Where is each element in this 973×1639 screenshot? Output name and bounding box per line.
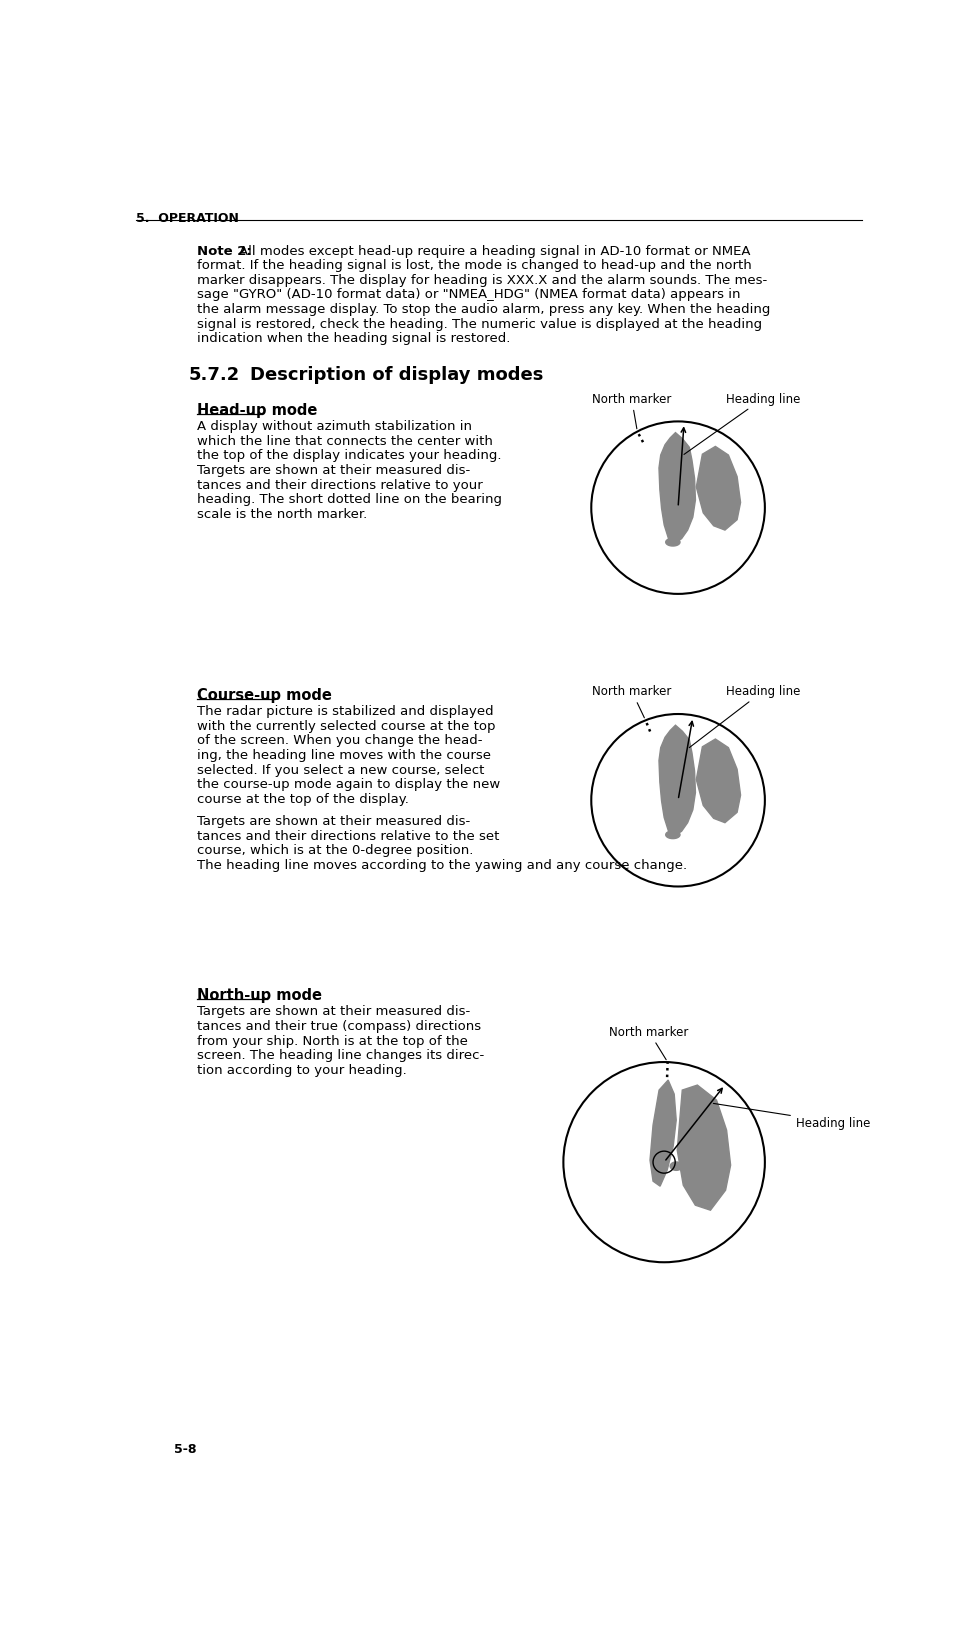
Text: ing, the heading line moves with the course: ing, the heading line moves with the cou… — [197, 749, 490, 762]
Polygon shape — [681, 493, 691, 500]
Text: course at the top of the display.: course at the top of the display. — [197, 792, 409, 805]
Text: Targets are shown at their measured dis-: Targets are shown at their measured dis- — [197, 815, 470, 828]
Text: 5.7.2: 5.7.2 — [189, 365, 240, 384]
Text: Note 2:: Note 2: — [197, 244, 252, 257]
Polygon shape — [659, 433, 696, 544]
Text: The heading line moves according to the yawing and any course change.: The heading line moves according to the … — [197, 859, 687, 872]
Text: sage "GYRO" (AD-10 format data) or "NMEA_HDG" (NMEA format data) appears in: sage "GYRO" (AD-10 format data) or "NMEA… — [197, 288, 740, 302]
Text: North marker: North marker — [592, 685, 671, 718]
Polygon shape — [670, 1162, 682, 1170]
Text: the course-up mode again to display the new: the course-up mode again to display the … — [197, 777, 500, 790]
Text: tion according to your heading.: tion according to your heading. — [197, 1064, 407, 1077]
Polygon shape — [666, 539, 680, 547]
Text: A display without azimuth stabilization in: A display without azimuth stabilization … — [197, 420, 472, 433]
Text: Heading line: Heading line — [689, 685, 801, 747]
Text: tances and their directions relative to your: tances and their directions relative to … — [197, 479, 483, 492]
Text: screen. The heading line changes its direc-: screen. The heading line changes its dir… — [197, 1049, 484, 1062]
Text: which the line that connects the center with: which the line that connects the center … — [197, 434, 492, 447]
Text: The radar picture is stabilized and displayed: The radar picture is stabilized and disp… — [197, 705, 493, 718]
Text: the alarm message display. To stop the audio alarm, press any key. When the head: the alarm message display. To stop the a… — [197, 303, 771, 316]
Text: heading. The short dotted line on the bearing: heading. The short dotted line on the be… — [197, 493, 502, 506]
Text: the top of the display indicates your heading.: the top of the display indicates your he… — [197, 449, 501, 462]
Text: of the screen. When you change the head-: of the screen. When you change the head- — [197, 734, 483, 747]
Polygon shape — [677, 1085, 731, 1211]
Text: selected. If you select a new course, select: selected. If you select a new course, se… — [197, 764, 485, 775]
Text: course, which is at the 0-degree position.: course, which is at the 0-degree positio… — [197, 844, 473, 857]
Circle shape — [592, 715, 765, 887]
Polygon shape — [659, 726, 696, 836]
Text: with the currently selected course at the top: with the currently selected course at th… — [197, 720, 495, 733]
Text: tances and their true (compass) directions: tances and their true (compass) directio… — [197, 1019, 481, 1033]
Text: 5.  OPERATION: 5. OPERATION — [135, 211, 238, 225]
Text: Heading line: Heading line — [713, 1103, 870, 1129]
Text: Head-up mode: Head-up mode — [197, 403, 317, 418]
Text: format. If the heading signal is lost, the mode is changed to head-up and the no: format. If the heading signal is lost, t… — [197, 259, 751, 272]
Text: Targets are shown at their measured dis-: Targets are shown at their measured dis- — [197, 464, 470, 477]
Text: North-up mode: North-up mode — [197, 988, 322, 1003]
Text: Description of display modes: Description of display modes — [249, 365, 543, 384]
Text: Targets are shown at their measured dis-: Targets are shown at their measured dis- — [197, 1005, 470, 1018]
Text: 5-8: 5-8 — [173, 1442, 196, 1455]
Text: Heading line: Heading line — [684, 393, 801, 456]
Polygon shape — [697, 447, 740, 531]
Text: North marker: North marker — [592, 393, 671, 429]
Text: scale is the north marker.: scale is the north marker. — [197, 508, 367, 521]
Text: North marker: North marker — [609, 1024, 688, 1060]
Circle shape — [592, 423, 765, 595]
Text: signal is restored, check the heading. The numeric value is displayed at the hea: signal is restored, check the heading. T… — [197, 318, 762, 331]
Text: indication when the heading signal is restored.: indication when the heading signal is re… — [197, 333, 510, 346]
Text: Course-up mode: Course-up mode — [197, 688, 332, 703]
Text: marker disappears. The display for heading is XXX.X and the alarm sounds. The me: marker disappears. The display for headi… — [197, 274, 767, 287]
Text: All modes except head-up require a heading signal in AD-10 format or NMEA: All modes except head-up require a headi… — [239, 244, 751, 257]
Polygon shape — [697, 739, 740, 823]
Text: from your ship. North is at the top of the: from your ship. North is at the top of t… — [197, 1034, 468, 1047]
Polygon shape — [681, 787, 691, 793]
Polygon shape — [650, 1080, 676, 1187]
Text: tances and their directions relative to the set: tances and their directions relative to … — [197, 829, 499, 842]
Polygon shape — [666, 831, 680, 839]
Circle shape — [563, 1062, 765, 1262]
